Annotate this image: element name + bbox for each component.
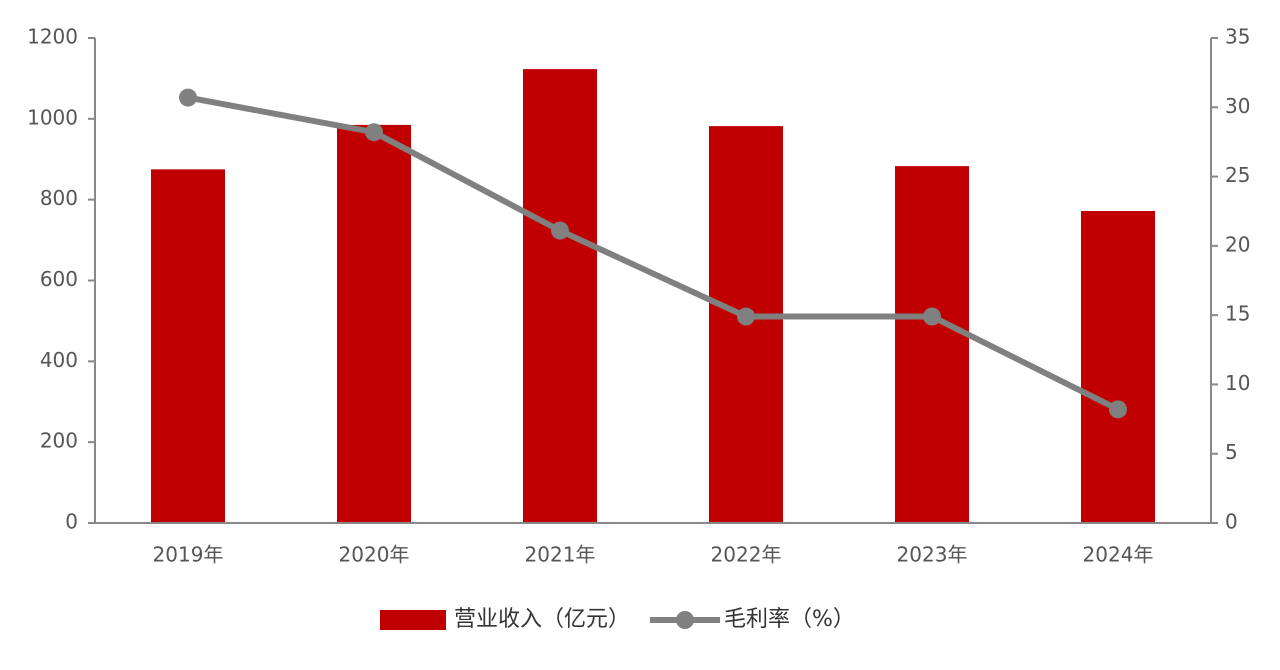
y-tick-label: 800 (40, 186, 78, 210)
y2-tick-label: 10 (1225, 371, 1250, 395)
bar (895, 166, 969, 523)
y-tick-label: 600 (40, 267, 78, 291)
y-tick-label: 400 (40, 348, 78, 372)
x-tick-label: 2023年 (897, 543, 968, 567)
y2-tick-label: 15 (1225, 302, 1250, 326)
x-tick-label: 2021年 (525, 543, 596, 567)
line-marker (365, 123, 383, 142)
legend: 营业收入（亿元） 毛利率（%） (380, 607, 855, 632)
y2-tick-label: 0 (1225, 510, 1238, 534)
line-marker (737, 307, 755, 326)
legend-label: 毛利率（%） (724, 607, 855, 632)
bar (523, 69, 597, 523)
y2-tick-label: 5 (1225, 440, 1238, 464)
line-marker (179, 88, 197, 107)
y-tick-label: 200 (40, 429, 78, 453)
line-marker (551, 221, 569, 240)
legend-label: 营业收入（亿元） (454, 607, 630, 632)
bar (1081, 210, 1155, 523)
x-tick-label: 2022年 (711, 543, 782, 567)
y-tick-label: 0 (65, 510, 78, 534)
legend-marker (676, 611, 695, 629)
y-tick-label: 1000 (27, 105, 78, 129)
y2-tick-label: 30 (1225, 94, 1250, 118)
y2-tick-label: 25 (1225, 163, 1250, 187)
line-marker (923, 307, 941, 326)
x-tick-label: 2019年 (153, 543, 224, 567)
line-marker (1109, 400, 1127, 419)
bar (337, 124, 411, 523)
line (187, 94, 1120, 413)
x-tick-label: 2020年 (339, 543, 410, 567)
y2-tick-label: 20 (1225, 232, 1250, 256)
x-tick-label: 2024年 (1083, 543, 1154, 567)
y-tick-label: 1200 (27, 25, 78, 49)
y2-tick-label: 35 (1225, 25, 1250, 49)
bar (151, 169, 225, 523)
legend-swatch (380, 610, 446, 630)
